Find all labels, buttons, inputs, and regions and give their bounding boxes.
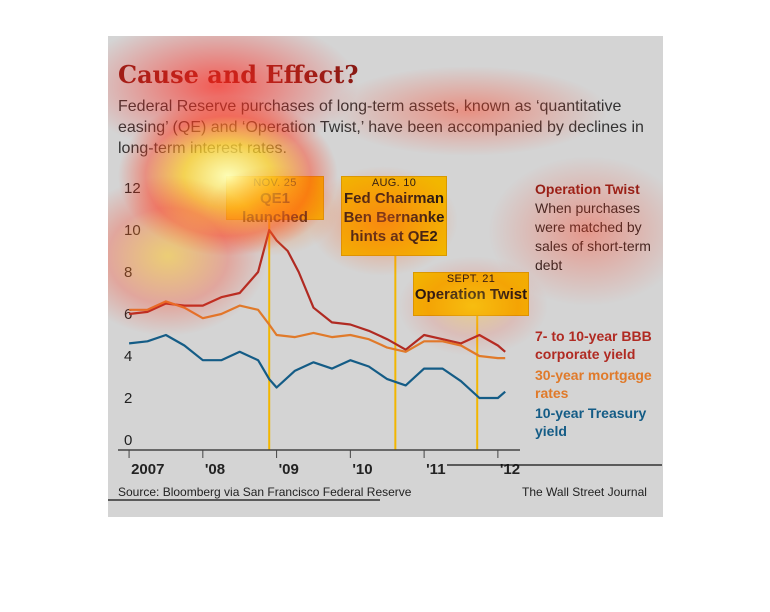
annotation-operation-twist: SEPT. 21 Operation Twist	[413, 272, 529, 316]
x-tick-label: 2007	[131, 461, 164, 478]
annotation-text: Fed Chairman Ben Bernanke hints at QE2	[343, 190, 445, 245]
chart-subtitle: Federal Reserve purchases of long-term a…	[118, 98, 644, 157]
legend-treasury: 10-year Treasury yield	[535, 405, 647, 439]
annotation-qe1: NOV. 25 QE1 launched	[226, 176, 324, 226]
y-tick-label: 8	[124, 264, 132, 281]
annotation-date: NOV. 25	[253, 177, 297, 189]
chart-title: Cause and Effect?	[118, 60, 359, 89]
y-tick-label: 12	[124, 180, 141, 197]
legend-bbb: 7- to 10-year BBB corporate yield	[535, 328, 652, 362]
annotation-date: SEPT. 21	[446, 273, 496, 285]
annotation-text: QE1 launched	[242, 190, 308, 226]
y-tick-label: 10	[124, 222, 141, 239]
legend-operation-twist-text: When purchases were matched by sales of …	[535, 200, 651, 273]
y-tick-label: 4	[124, 348, 132, 365]
x-tick-label: '11	[426, 461, 445, 478]
y-tick-label: 2	[124, 390, 132, 407]
series-line-treasury-yield	[128, 333, 506, 400]
publisher-credit: The Wall Street Journal	[522, 485, 647, 499]
x-tick-label: '12	[500, 461, 520, 478]
y-tick-label: 0	[124, 432, 132, 449]
annotation-date: AUG. 10	[371, 177, 417, 189]
x-tick-label: '09	[279, 461, 299, 478]
x-axis: 2007 '08 '09 '10 '11 '12	[108, 449, 662, 501]
legend-mortgage: 30-year mortgage rates	[535, 367, 652, 401]
annotation-qe2-hint: AUG. 10 Fed Chairman Ben Bernanke hints …	[341, 176, 447, 256]
legend-operation-twist-title: Operation Twist	[535, 181, 640, 197]
source-note: Source: Bloomberg via San Francisco Fede…	[118, 485, 412, 499]
x-tick-label: '10	[352, 461, 372, 478]
annotation-text: Operation Twist	[414, 286, 528, 303]
x-tick-label: '08	[205, 461, 225, 478]
